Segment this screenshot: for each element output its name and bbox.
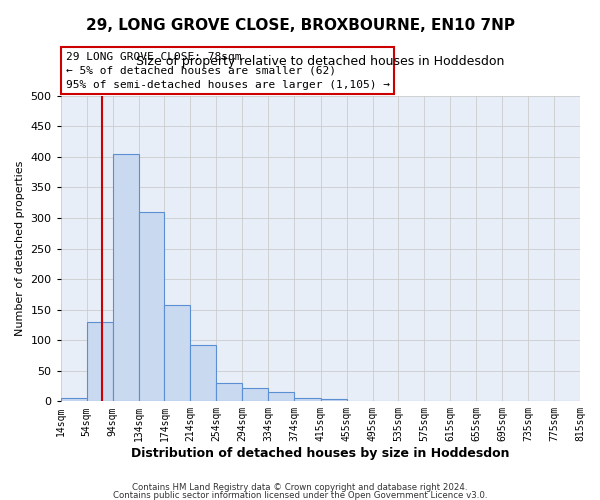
Bar bbox=[373, 400, 398, 402]
Bar bbox=[61, 398, 86, 402]
Bar bbox=[320, 400, 347, 402]
Bar bbox=[268, 392, 294, 402]
Text: 29, LONG GROVE CLOSE, BROXBOURNE, EN10 7NP: 29, LONG GROVE CLOSE, BROXBOURNE, EN10 7… bbox=[86, 18, 515, 32]
X-axis label: Distribution of detached houses by size in Hoddesdon: Distribution of detached houses by size … bbox=[131, 447, 509, 460]
Bar bbox=[347, 400, 373, 402]
Bar bbox=[86, 322, 113, 402]
Bar bbox=[164, 306, 190, 402]
Bar bbox=[139, 212, 164, 402]
Text: Contains HM Land Registry data © Crown copyright and database right 2024.: Contains HM Land Registry data © Crown c… bbox=[132, 483, 468, 492]
Title: Size of property relative to detached houses in Hoddesdon: Size of property relative to detached ho… bbox=[136, 55, 505, 68]
Bar bbox=[242, 388, 268, 402]
Bar bbox=[190, 345, 217, 402]
Bar bbox=[113, 154, 139, 402]
Text: 29 LONG GROVE CLOSE: 78sqm
← 5% of detached houses are smaller (62)
95% of semi-: 29 LONG GROVE CLOSE: 78sqm ← 5% of detac… bbox=[66, 52, 390, 90]
Text: Contains public sector information licensed under the Open Government Licence v3: Contains public sector information licen… bbox=[113, 490, 487, 500]
Y-axis label: Number of detached properties: Number of detached properties bbox=[15, 161, 25, 336]
Bar bbox=[294, 398, 320, 402]
Bar bbox=[217, 383, 242, 402]
